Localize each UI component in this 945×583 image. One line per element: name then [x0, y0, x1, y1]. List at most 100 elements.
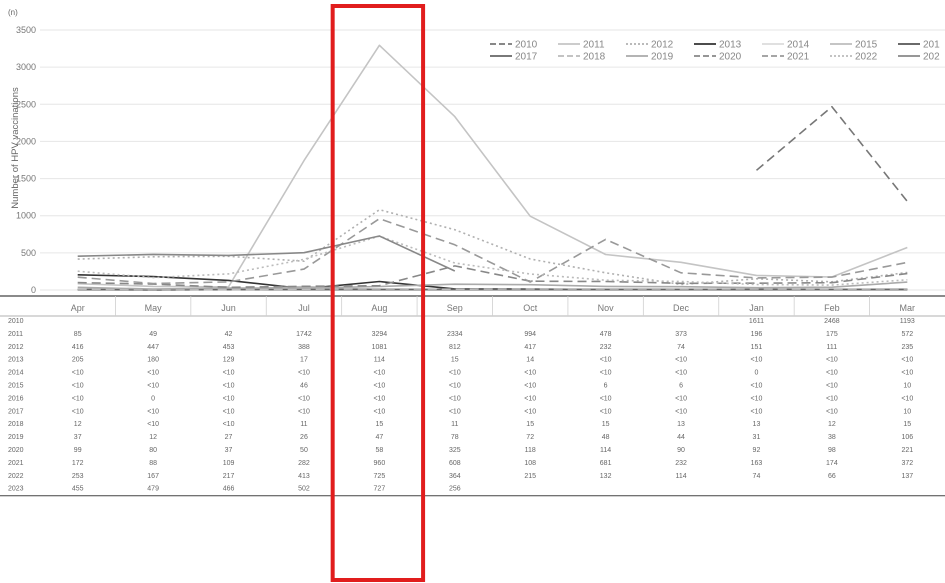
- series-line-2012: [77, 208, 908, 286]
- table-cell: <10: [524, 395, 536, 402]
- x-tick-label: Nov: [598, 303, 615, 313]
- table-cell: <10: [901, 370, 913, 377]
- series-line-2022: [77, 235, 908, 286]
- table-cell: <10: [524, 383, 536, 390]
- table-cell: <10: [373, 370, 385, 377]
- table-cell: 172: [72, 460, 84, 467]
- table-cell: 221: [901, 447, 913, 454]
- table-cell: <10: [147, 421, 159, 428]
- table-cell: <10: [675, 370, 687, 377]
- table-cell: 2334: [447, 331, 463, 338]
- table-cell: 455: [72, 486, 84, 493]
- table-cell: <10: [449, 408, 461, 415]
- table-cell: 132: [600, 473, 612, 480]
- unit-label: (n): [8, 8, 18, 17]
- table-cell: 37: [74, 434, 82, 441]
- table-cell: 681: [600, 460, 612, 467]
- table-cell: 13: [753, 421, 761, 428]
- table-cell: 151: [751, 344, 763, 351]
- table-cell: 11: [451, 421, 458, 428]
- table-cell: 90: [677, 447, 685, 454]
- table-cell: 1081: [372, 344, 388, 351]
- table-cell: 106: [901, 434, 913, 441]
- table-cell: 42: [225, 331, 233, 338]
- table-row-year: 2012: [8, 344, 24, 351]
- table-cell: 466: [223, 486, 235, 493]
- table-cell: <10: [373, 383, 385, 390]
- table-cell: <10: [223, 395, 235, 402]
- table-cell: <10: [298, 408, 310, 415]
- table-cell: 15: [903, 421, 911, 428]
- table-cell: 235: [901, 344, 913, 351]
- table-cell: 0: [755, 370, 759, 377]
- table-cell: 44: [677, 434, 685, 441]
- series-line-2011: [77, 44, 908, 288]
- highlight-box-aug: [330, 4, 426, 582]
- table-cell: <10: [524, 370, 536, 377]
- table-cell: 12: [828, 421, 836, 428]
- y-tick-label: 3500: [16, 25, 36, 35]
- table-row-year: 2014: [8, 370, 24, 377]
- table-cell: 74: [753, 473, 761, 480]
- table-cell: <10: [826, 370, 838, 377]
- y-axis-title: Number of HPV vaccinations: [10, 87, 21, 209]
- legend-label-2014: 2014: [787, 40, 810, 51]
- table-cell: 31: [753, 434, 761, 441]
- table-cell: 502: [298, 486, 310, 493]
- legend-label-2013: 2013: [719, 40, 742, 51]
- table-cell: 608: [449, 460, 461, 467]
- table-cell: <10: [600, 395, 612, 402]
- y-tick-layer: 0 500 1000 1500 2000 2500 3000 3500: [16, 25, 36, 295]
- table-cell: 114: [600, 447, 611, 454]
- table-cell: 196: [751, 331, 763, 338]
- legend-label-2012: 2012: [651, 40, 674, 51]
- table-cell: 994: [524, 331, 536, 338]
- table-cell: 2468: [824, 318, 840, 325]
- table-cell: 12: [149, 434, 157, 441]
- table-cell: <10: [751, 383, 763, 390]
- table-row-year: 2021: [8, 460, 24, 467]
- table-cell: 413: [298, 473, 310, 480]
- table-cell: <10: [147, 408, 159, 415]
- table-cell: 205: [72, 357, 84, 364]
- table-cell: 174: [826, 460, 838, 467]
- table-cell: 175: [826, 331, 838, 338]
- table-cell: <10: [147, 370, 159, 377]
- table-cell: <10: [223, 383, 235, 390]
- y-tick-label: 2500: [16, 99, 36, 109]
- series-line-2021: [77, 217, 908, 285]
- table-cell: 479: [147, 486, 159, 493]
- series-line-2023: [77, 235, 456, 272]
- table-cell: <10: [223, 421, 235, 428]
- table-row-year: 2015: [8, 383, 24, 390]
- table-cell: 80: [149, 447, 157, 454]
- table-cell: 256: [449, 486, 461, 493]
- table-cell: 114: [374, 357, 385, 364]
- table-cell: 232: [675, 460, 687, 467]
- table-row-year: 2020: [8, 447, 24, 454]
- table-cell: <10: [298, 395, 310, 402]
- table-cell: 78: [451, 434, 459, 441]
- table-cell: <10: [449, 370, 461, 377]
- table-cell: <10: [600, 370, 612, 377]
- table-cell: <10: [826, 395, 838, 402]
- table-cell: 26: [300, 434, 308, 441]
- table-cell: 15: [451, 357, 459, 364]
- table-cell: 47: [375, 434, 383, 441]
- legend: 2010 2011 2012 2013 2014 2015 201 2017 2018 2019 2…: [490, 40, 940, 63]
- table-cell: 0: [151, 395, 155, 402]
- table-cell: <10: [675, 395, 687, 402]
- table-cell: 118: [525, 447, 536, 454]
- table-cell: 812: [449, 344, 461, 351]
- series-line-2010: [755, 105, 908, 202]
- table-cell: 14: [526, 357, 534, 364]
- table-cell: 417: [524, 344, 536, 351]
- table-cell: <10: [751, 395, 763, 402]
- table-cell: 325: [449, 447, 461, 454]
- table-cell: <10: [675, 408, 687, 415]
- table-cell: <10: [72, 395, 84, 402]
- table-cell: 137: [901, 473, 913, 480]
- table-cell: <10: [751, 408, 763, 415]
- table-cell: 373: [675, 331, 687, 338]
- table-cell: 15: [602, 421, 610, 428]
